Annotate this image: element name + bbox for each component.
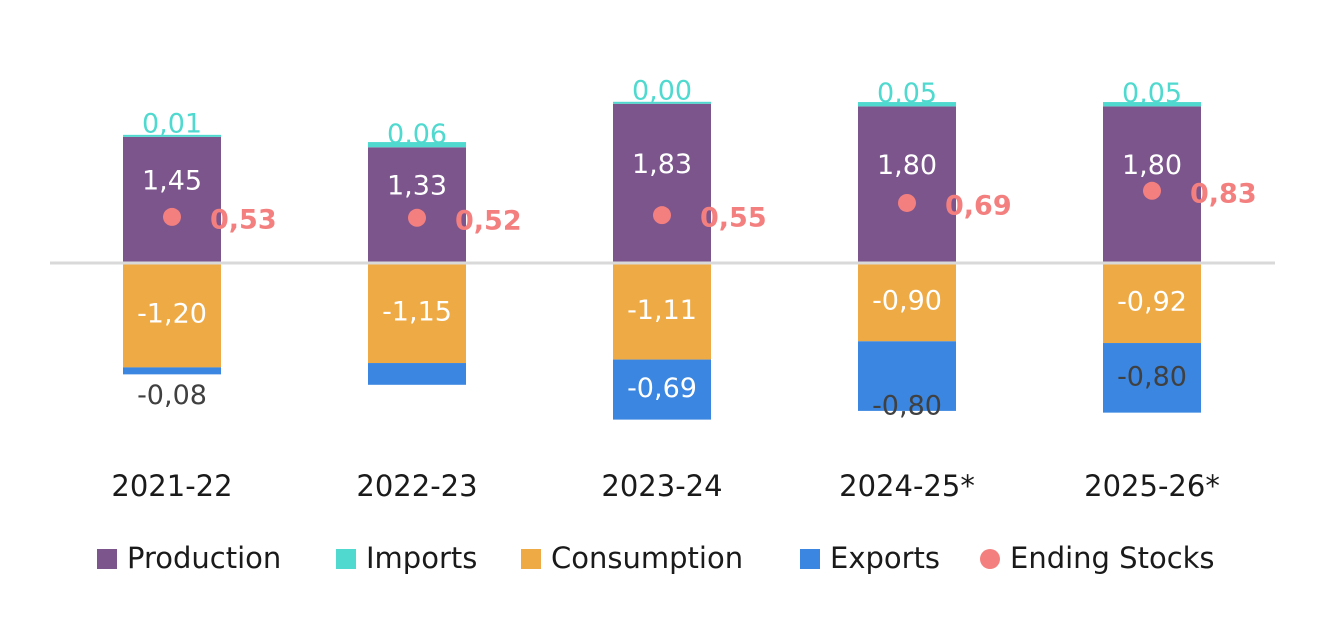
bar-consumption-2025-26 [1103,263,1201,344]
bar-exports-2025-26 [1103,343,1201,413]
legend-swatch-production [97,549,117,569]
label-production-2021-22: 1,45 [142,165,202,196]
legend-item-production: Production [97,541,281,575]
point-ending-stocks-2024-25 [898,193,916,212]
label-production-2023-24: 1,83 [632,149,692,180]
legend-item-imports: Imports [336,541,477,575]
category-label-2025-26: 2025-26* [1084,469,1220,503]
ending-stocks-layer [163,181,1161,227]
bar-consumption-2022-23 [368,263,466,364]
label-exports-2023-24: -0,69 [627,373,697,404]
bar-exports-2024-25 [858,341,956,411]
legend-item-exports: Exports [800,541,940,575]
label-consumption-2022-23: -1,15 [382,297,452,328]
label-ending-stocks-2022-23: 0,52 [455,205,522,236]
bar-imports-2023-24 [613,101,711,104]
label-consumption-2024-25: -0,90 [872,286,942,317]
bars-layer [123,101,1201,420]
bar-production-2023-24 [613,103,711,263]
label-ending-stocks-2021-22: 0,53 [210,204,277,235]
legend: Production Imports Consumption Exports Endin… [97,541,1215,575]
bar-production-2021-22 [123,136,221,263]
bar-production-2022-23 [368,147,466,263]
bar-consumption-2023-24 [613,263,711,360]
bar-exports-2021-22 [123,367,221,375]
label-production-2025-26: 1,80 [1122,150,1182,181]
bar-imports-2021-22 [123,134,221,137]
label-exports-2025-26: -0,80 [1117,361,1187,392]
legend-swatch-exports [800,549,820,569]
bar-consumption-2021-22 [123,263,221,368]
bar-imports-2024-25 [858,102,956,107]
label-imports-2021-22: 0,01 [142,108,202,139]
label-consumption-2021-22: -1,20 [137,299,207,330]
bar-exports-2023-24 [613,359,711,420]
label-production-2024-25: 1,80 [877,150,937,181]
legend-label-production: Production [127,541,281,575]
category-label-2021-22: 2021-22 [111,469,232,503]
bar-consumption-2024-25 [858,263,956,342]
label-ending-stocks-2023-24: 0,55 [700,203,767,234]
point-ending-stocks-2025-26 [1143,181,1161,200]
label-ending-stocks-2025-26: 0,83 [1190,178,1257,209]
label-ending-stocks-2024-25: 0,69 [945,190,1012,221]
bar-production-2024-25 [858,106,956,264]
label-exports-2021-22: -0,08 [137,380,207,411]
category-label-2022-23: 2022-23 [356,469,477,503]
point-ending-stocks-2023-24 [653,206,671,225]
category-label-2023-24: 2023-24 [601,469,722,503]
label-imports-2023-24: 0,00 [632,75,692,106]
label-production-2022-23: 1,33 [387,171,447,202]
bar-exports-2022-23 [368,363,466,385]
legend-item-consumption: Consumption [521,541,743,575]
bar-imports-2025-26 [1103,102,1201,107]
bar-imports-2022-23 [368,142,466,148]
legend-swatch-ending-stocks [980,549,1000,569]
legend-item-ending-stocks: Ending Stocks [980,541,1215,575]
label-imports-2025-26: 0,05 [1122,78,1182,109]
legend-swatch-consumption [521,549,541,569]
label-consumption-2023-24: -1,11 [627,295,697,326]
legend-label-imports: Imports [366,541,477,575]
label-consumption-2025-26: -0,92 [1117,287,1187,318]
label-imports-2024-25: 0,05 [877,78,937,109]
legend-label-exports: Exports [830,541,940,575]
legend-label-consumption: Consumption [551,541,743,575]
category-axis: 2021-22 2022-23 2023-24 2024-25* 2025-26* [111,469,1219,503]
point-ending-stocks-2021-22 [163,207,181,226]
category-label-2024-25: 2024-25* [839,469,975,503]
legend-label-ending-stocks: Ending Stocks [1010,541,1215,575]
legend-swatch-imports [336,549,356,569]
label-exports-2024-25: -0,80 [872,390,942,421]
data-labels-layer: 1,45 0,01 -1,20 -0,08 0,53 1,33 0,06 -1,15 0,52 1… [137,75,1257,421]
label-imports-2022-23: 0,06 [387,119,447,150]
point-ending-stocks-2022-23 [408,208,426,227]
